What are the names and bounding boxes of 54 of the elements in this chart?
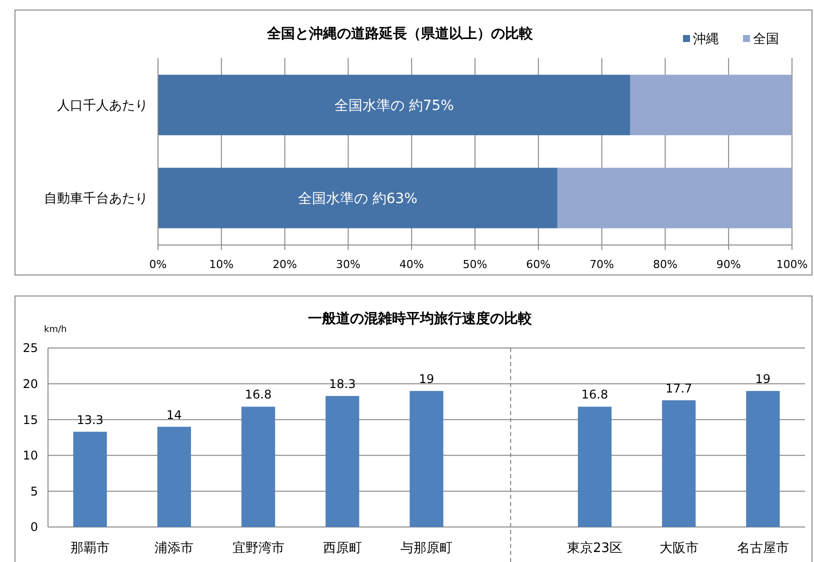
x-tick-label: 西原町	[322, 541, 362, 556]
bar	[158, 168, 558, 228]
y-tick-label: 15	[22, 412, 38, 427]
data-label: 19	[755, 372, 771, 386]
data-label: 19	[418, 372, 434, 386]
data-label: 18.3	[329, 376, 356, 391]
y-tick-label: 20	[22, 377, 38, 391]
x-tick-label: 20%	[272, 258, 298, 271]
y-tick-label: 10	[22, 448, 38, 463]
annotation: 全国水準の 約75%	[334, 98, 454, 114]
y-tick-label: 自動車千台あたり	[44, 192, 148, 207]
bar	[578, 406, 612, 527]
x-tick-label: 60%	[526, 258, 551, 271]
x-tick-label: 70%	[590, 258, 614, 271]
x-tick-label: 50%	[462, 258, 488, 271]
x-tick-label: 90%	[716, 258, 741, 271]
annotation: 全国水準の 約63%	[298, 190, 418, 207]
data-label: 14	[166, 408, 182, 422]
legend-label: 沖縄	[693, 32, 719, 47]
x-tick-label: 100%	[776, 258, 808, 271]
data-label: 16.8	[244, 388, 272, 402]
y-tick-label: 5	[30, 484, 38, 498]
x-tick-label: 40%	[399, 258, 424, 271]
x-tick-label: 名古屋市	[736, 541, 789, 556]
bar	[241, 406, 276, 527]
data-label: 17.7	[665, 381, 692, 396]
bar	[557, 168, 792, 228]
data-label: 13.3	[76, 412, 104, 427]
y-tick-label: 0	[30, 520, 38, 534]
x-tick-label: 東京23区	[566, 541, 622, 556]
bar	[73, 432, 107, 527]
data-label: 16.8	[581, 388, 608, 402]
y-tick-label: 人口千人あたり	[57, 98, 148, 114]
x-tick-label: 80%	[652, 258, 678, 271]
bar	[746, 390, 780, 527]
x-tick-label: 与那原町	[400, 541, 452, 556]
x-tick-label: 那覇市	[70, 541, 110, 556]
bar	[326, 396, 360, 527]
bar	[410, 390, 444, 527]
bar	[158, 74, 630, 136]
x-tick-label: 宜野湾市	[232, 540, 284, 556]
bar	[662, 400, 696, 527]
x-tick-label: 0%	[149, 258, 167, 271]
y-axis-title: km/h	[44, 325, 67, 335]
x-tick-label: 浦添市	[154, 541, 194, 556]
chart-title: 一般道の混雑時平均旅行速度の比較	[308, 310, 533, 327]
x-tick-label: 30%	[336, 258, 360, 271]
x-tick-label: 大阪市	[659, 541, 698, 556]
bar	[630, 74, 792, 136]
legend-label: 全国	[753, 32, 779, 47]
x-tick-label: 10%	[209, 258, 234, 271]
bar	[157, 426, 191, 527]
y-tick-label: 25	[22, 341, 38, 356]
chart-title: 全国と沖縄の道路延長（県道以上）の比較	[266, 26, 534, 42]
